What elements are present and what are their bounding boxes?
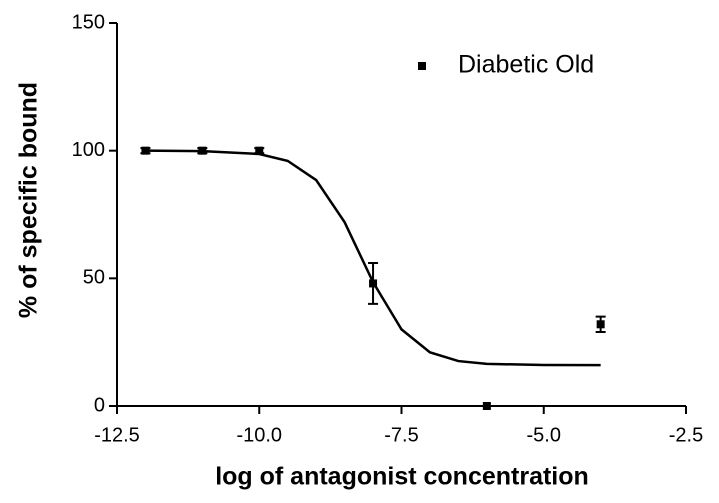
y-axis-label: % of specific bound — [15, 82, 43, 318]
point — [369, 279, 378, 288]
y-tick-label: 0 — [94, 394, 105, 416]
y-tick-label: 150 — [72, 11, 105, 33]
point — [141, 146, 150, 155]
x-tick-label: -5.0 — [527, 424, 561, 446]
x-tick-label: -7.5 — [384, 424, 418, 446]
x-tick-label: -12.5 — [94, 424, 140, 446]
y-tick-label: 50 — [83, 267, 105, 289]
x-tick-label: -2.5 — [669, 424, 703, 446]
legend-marker — [418, 62, 426, 70]
point — [198, 146, 207, 155]
x-tick-label: -10.0 — [236, 424, 282, 446]
legend-label: Diabetic Old — [458, 51, 594, 79]
point — [255, 146, 264, 155]
fit-curve — [145, 149, 601, 367]
point — [596, 320, 605, 329]
y-tick-label: 100 — [72, 139, 105, 161]
x-axis-label: log of antagonist concentration — [215, 463, 589, 491]
point — [482, 402, 491, 410]
